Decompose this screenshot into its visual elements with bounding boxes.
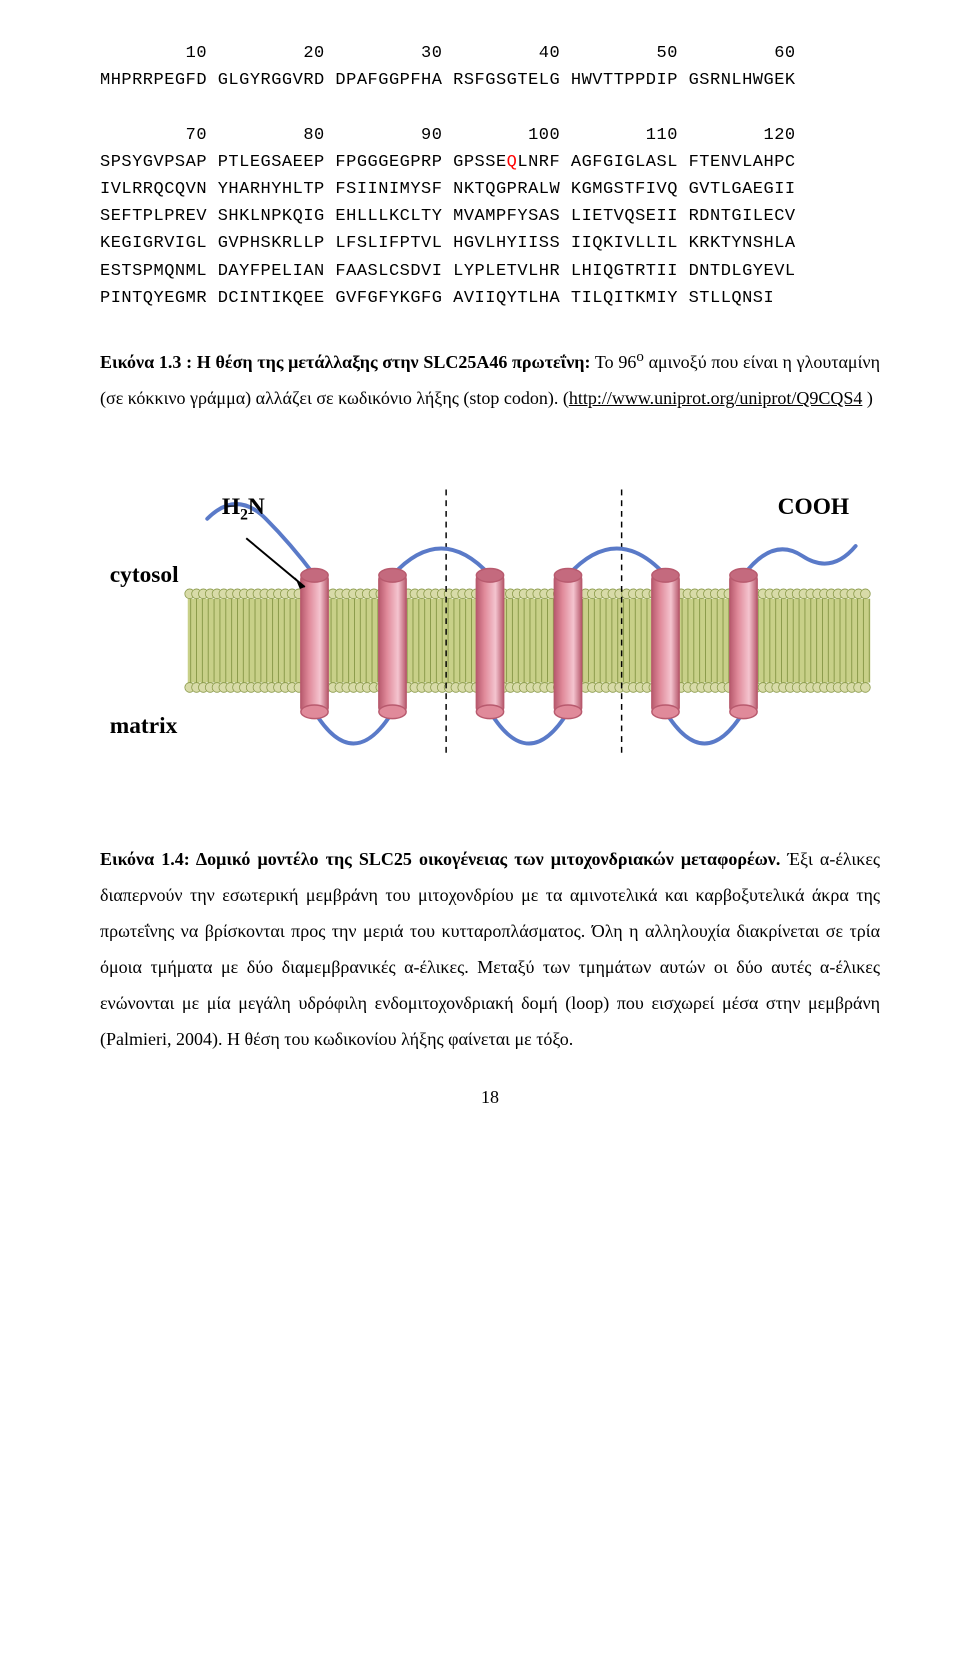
membrane-protein-diagram: H2N COOH cytosol matrix — [100, 456, 880, 801]
seq-blank-1 — [100, 94, 880, 121]
caption-1-title: Εικόνα 1.3 : Η θέση της μετάλλαξης στην … — [100, 352, 591, 372]
membrane-bilayer — [185, 589, 870, 692]
caption-1-sup: ο — [636, 349, 644, 365]
protein-sequence-block: 10 20 30 40 50 60 MHPRRPEGFD GLGYRGGVRD … — [100, 40, 880, 312]
diagram-svg: H2N COOH cytosol matrix — [100, 456, 880, 796]
n-terminus-label: H2N — [222, 494, 265, 524]
caption-2-title: Εικόνα 1.4: Δομικό μοντέλο της SLC25 οικ… — [100, 849, 780, 869]
cytosol-label: cytosol — [110, 562, 179, 588]
mutation-arrow — [246, 538, 305, 589]
caption-1-body-3: ) — [862, 388, 873, 408]
figure-caption-1-4: Εικόνα 1.4: Δομικό μοντέλο της SLC25 οικ… — [100, 841, 880, 1057]
caption-2-body: Έξι α-έλικες διαπερνούν την εσωτερική με… — [100, 849, 880, 1049]
seq-line-5: KEGIGRVIGL GVPHSKRLLP LFSLIFPTVL HGVLHYI… — [100, 230, 880, 257]
caption-1-link[interactable]: http://www.uniprot.org/uniprot/Q9CQS4 — [569, 388, 863, 408]
seq-line-2: SPSYGVPSAP PTLEGSAEEP FPGGGEGPRP GPSSEQL… — [100, 149, 880, 176]
c-terminus-label: COOH — [778, 494, 849, 520]
mutation-residue: Q — [507, 153, 518, 172]
seq-line-7: PINTQYEGMR DCINTIKQEE GVFGFYKGFG AVIIQYT… — [100, 285, 880, 312]
figure-caption-1-3: Εικόνα 1.3 : Η θέση της μετάλλαξης στην … — [100, 342, 880, 416]
seq-line-4: SEFTPLPREV SHKLNPKQIG EHLLLKCLTY MVAMPFY… — [100, 203, 880, 230]
seq-line-1: MHPRRPEGFD GLGYRGGVRD DPAFGGPFHA RSFGSGT… — [100, 67, 880, 94]
page-number: 18 — [100, 1087, 880, 1108]
seq-header-1: 10 20 30 40 50 60 — [100, 40, 880, 67]
seq-line-3: IVLRRQCQVN YHARHYHLTP FSIINIMYSF NKTQGPR… — [100, 176, 880, 203]
caption-1-body-1: Το 96 — [595, 352, 636, 372]
matrix-label: matrix — [110, 713, 178, 739]
seq-line-6: ESTSPMQNML DAYFPELIAN FAASLCSDVI LYPLETV… — [100, 258, 880, 285]
seq-header-2: 70 80 90 100 110 120 — [100, 122, 880, 149]
